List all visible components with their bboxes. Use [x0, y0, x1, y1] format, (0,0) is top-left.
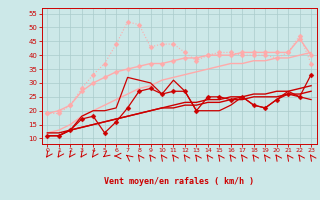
Text: Vent moyen/en rafales ( km/h ): Vent moyen/en rafales ( km/h ): [104, 178, 254, 186]
